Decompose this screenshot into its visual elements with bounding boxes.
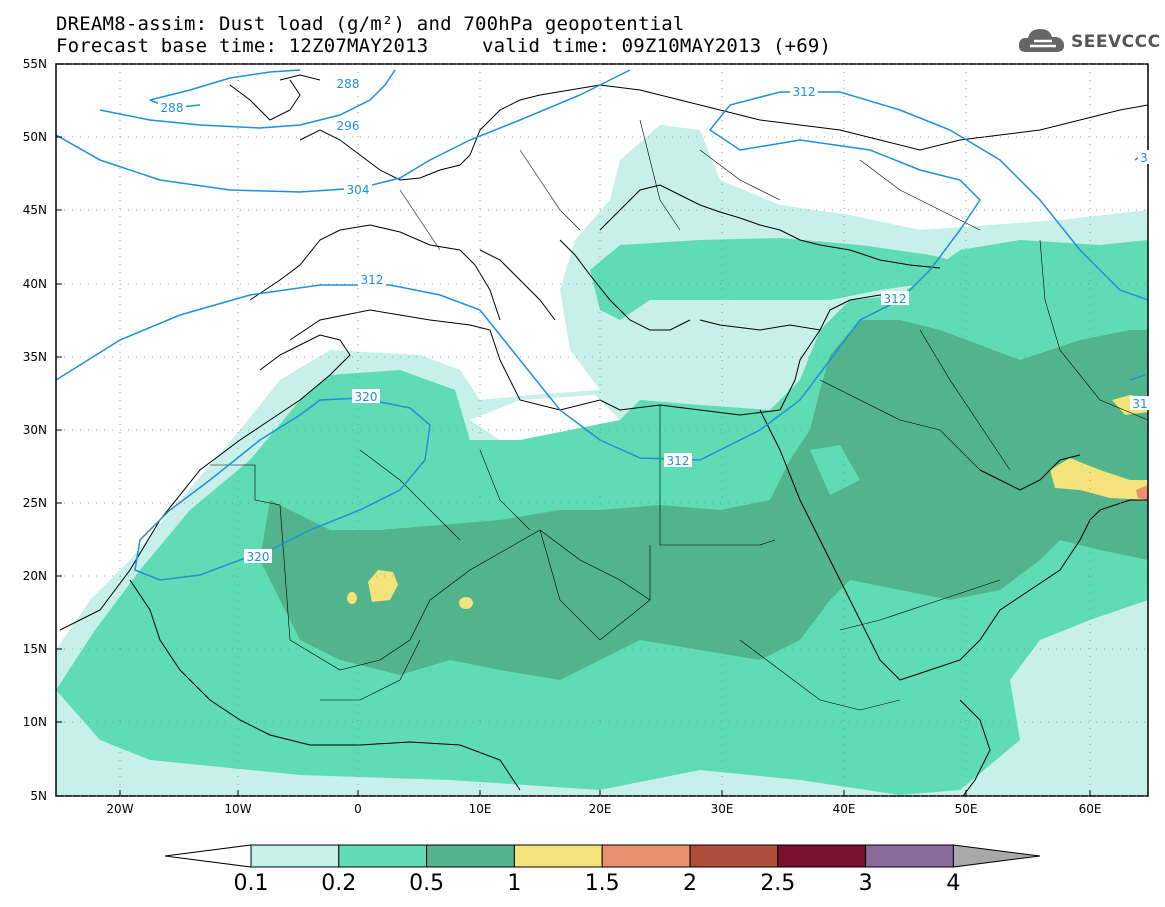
contour-label: 3 — [1140, 151, 1148, 165]
lon-label: 30E — [711, 802, 734, 816]
lat-label: 10N — [23, 715, 47, 729]
contour-label: 312 — [667, 454, 690, 468]
lon-label: 40E — [833, 802, 856, 816]
colorbar-label: 2 — [683, 871, 697, 896]
contour-label-bg — [790, 84, 818, 98]
colorbar-segment — [338, 844, 428, 868]
lat-label: 40N — [23, 277, 47, 291]
colorbar-segment — [689, 844, 779, 868]
colorbar-label: 0.2 — [321, 871, 357, 896]
contour-label: 312 — [793, 85, 816, 99]
contour-label-bg — [1130, 396, 1150, 410]
dust-region-orange — [1136, 485, 1148, 500]
forecast-base-time: Forecast base time: 12Z07MAY2013 — [56, 35, 429, 57]
colorbar-right-arrow — [952, 844, 1041, 868]
lat-label: 5N — [30, 789, 47, 803]
contour-label-bg — [158, 100, 186, 114]
contour-label: 304 — [347, 183, 370, 197]
coastlines — [59, 74, 1148, 796]
lat-label: 45N — [23, 203, 47, 217]
colorbar-segment — [601, 844, 691, 868]
contour-label: 296 — [337, 119, 360, 133]
geopotential-contours — [56, 69, 1148, 581]
contour-label-bg — [881, 291, 909, 305]
dust-region-dark — [260, 320, 1148, 680]
contour-labels: 288 288 296 304 312 312 312 320 320 312 31 3 — [158, 76, 1150, 564]
contour-label-bg — [664, 453, 692, 467]
lon-label: 50E — [955, 802, 978, 816]
contour-label: 320 — [355, 390, 378, 404]
map-layers — [56, 69, 1148, 796]
colorbar-segment — [250, 844, 340, 868]
colorbar-segment — [426, 844, 515, 868]
contour-label-bg — [344, 182, 372, 196]
contour-label-bg — [244, 549, 272, 563]
contour-label: 288 — [161, 101, 184, 115]
colorbar-segment — [865, 844, 954, 868]
colorbar — [164, 844, 1041, 868]
colorbar-label: 2.5 — [760, 871, 796, 896]
colorbar-segment — [513, 844, 603, 868]
lat-label: 35N — [23, 350, 47, 364]
contour-label: 320 — [247, 550, 270, 564]
lat-label: 20N — [23, 569, 47, 583]
longitude-labels: 20W 10W 0 10E 20E 30E 40E 50E 60E — [106, 802, 1101, 816]
lon-label: 0 — [354, 802, 362, 816]
gridlines — [56, 63, 1148, 797]
lat-label: 25N — [23, 496, 47, 510]
valid-time: valid time: 09Z10MAY2013 (+69) — [482, 35, 832, 57]
colorbar-label: 0.5 — [409, 871, 445, 896]
lat-label: 15N — [23, 642, 47, 656]
lon-label: 10W — [224, 802, 251, 816]
colorbar-label: 0.1 — [233, 871, 269, 896]
colorbar-left-arrow — [164, 844, 252, 868]
contour-label-bg — [358, 272, 386, 286]
contour-label: 312 — [361, 273, 384, 287]
colorbar-label: 1 — [507, 871, 522, 896]
dust-region-high-small — [347, 592, 357, 604]
lon-label: 60E — [1079, 802, 1102, 816]
cloud-icon — [1018, 29, 1065, 52]
contour-label: 312 — [884, 292, 907, 306]
contour-label: 288 — [337, 77, 360, 91]
lat-label: 30N — [23, 423, 47, 437]
contour-label-bg — [352, 389, 380, 403]
contour-label: 31 — [1132, 397, 1147, 411]
latitude-labels: 55N 50N 45N 40N 35N 30N 25N 20N 15N 10N 5N — [23, 57, 47, 803]
lat-label: 55N — [23, 57, 47, 71]
map-title: DREAM8-assim: Dust load (g/m²) and 700hP… — [56, 13, 685, 35]
contour-label-bg — [1138, 150, 1150, 164]
dust-region-high-mali — [368, 570, 398, 602]
lon-label: 10E — [469, 802, 492, 816]
colorbar-segment — [777, 844, 867, 868]
lat-label: 50N — [23, 130, 47, 144]
logo-text: SEEVCCC — [1071, 32, 1161, 52]
colorbar-label: 1.5 — [584, 871, 620, 896]
contour-label-bg — [334, 118, 362, 132]
lon-label: 20E — [589, 802, 612, 816]
dust-region-high-iran — [1050, 458, 1148, 500]
colorbar-label: 4 — [946, 871, 961, 896]
dust-region-balkan — [590, 238, 960, 320]
seevccc-logo: SEEVCCC — [1016, 24, 1160, 60]
colorbar-label: 3 — [858, 871, 873, 896]
contour-label-bg — [334, 76, 362, 90]
lon-label: 20W — [106, 802, 133, 816]
dust-region-high-niger — [459, 597, 473, 609]
